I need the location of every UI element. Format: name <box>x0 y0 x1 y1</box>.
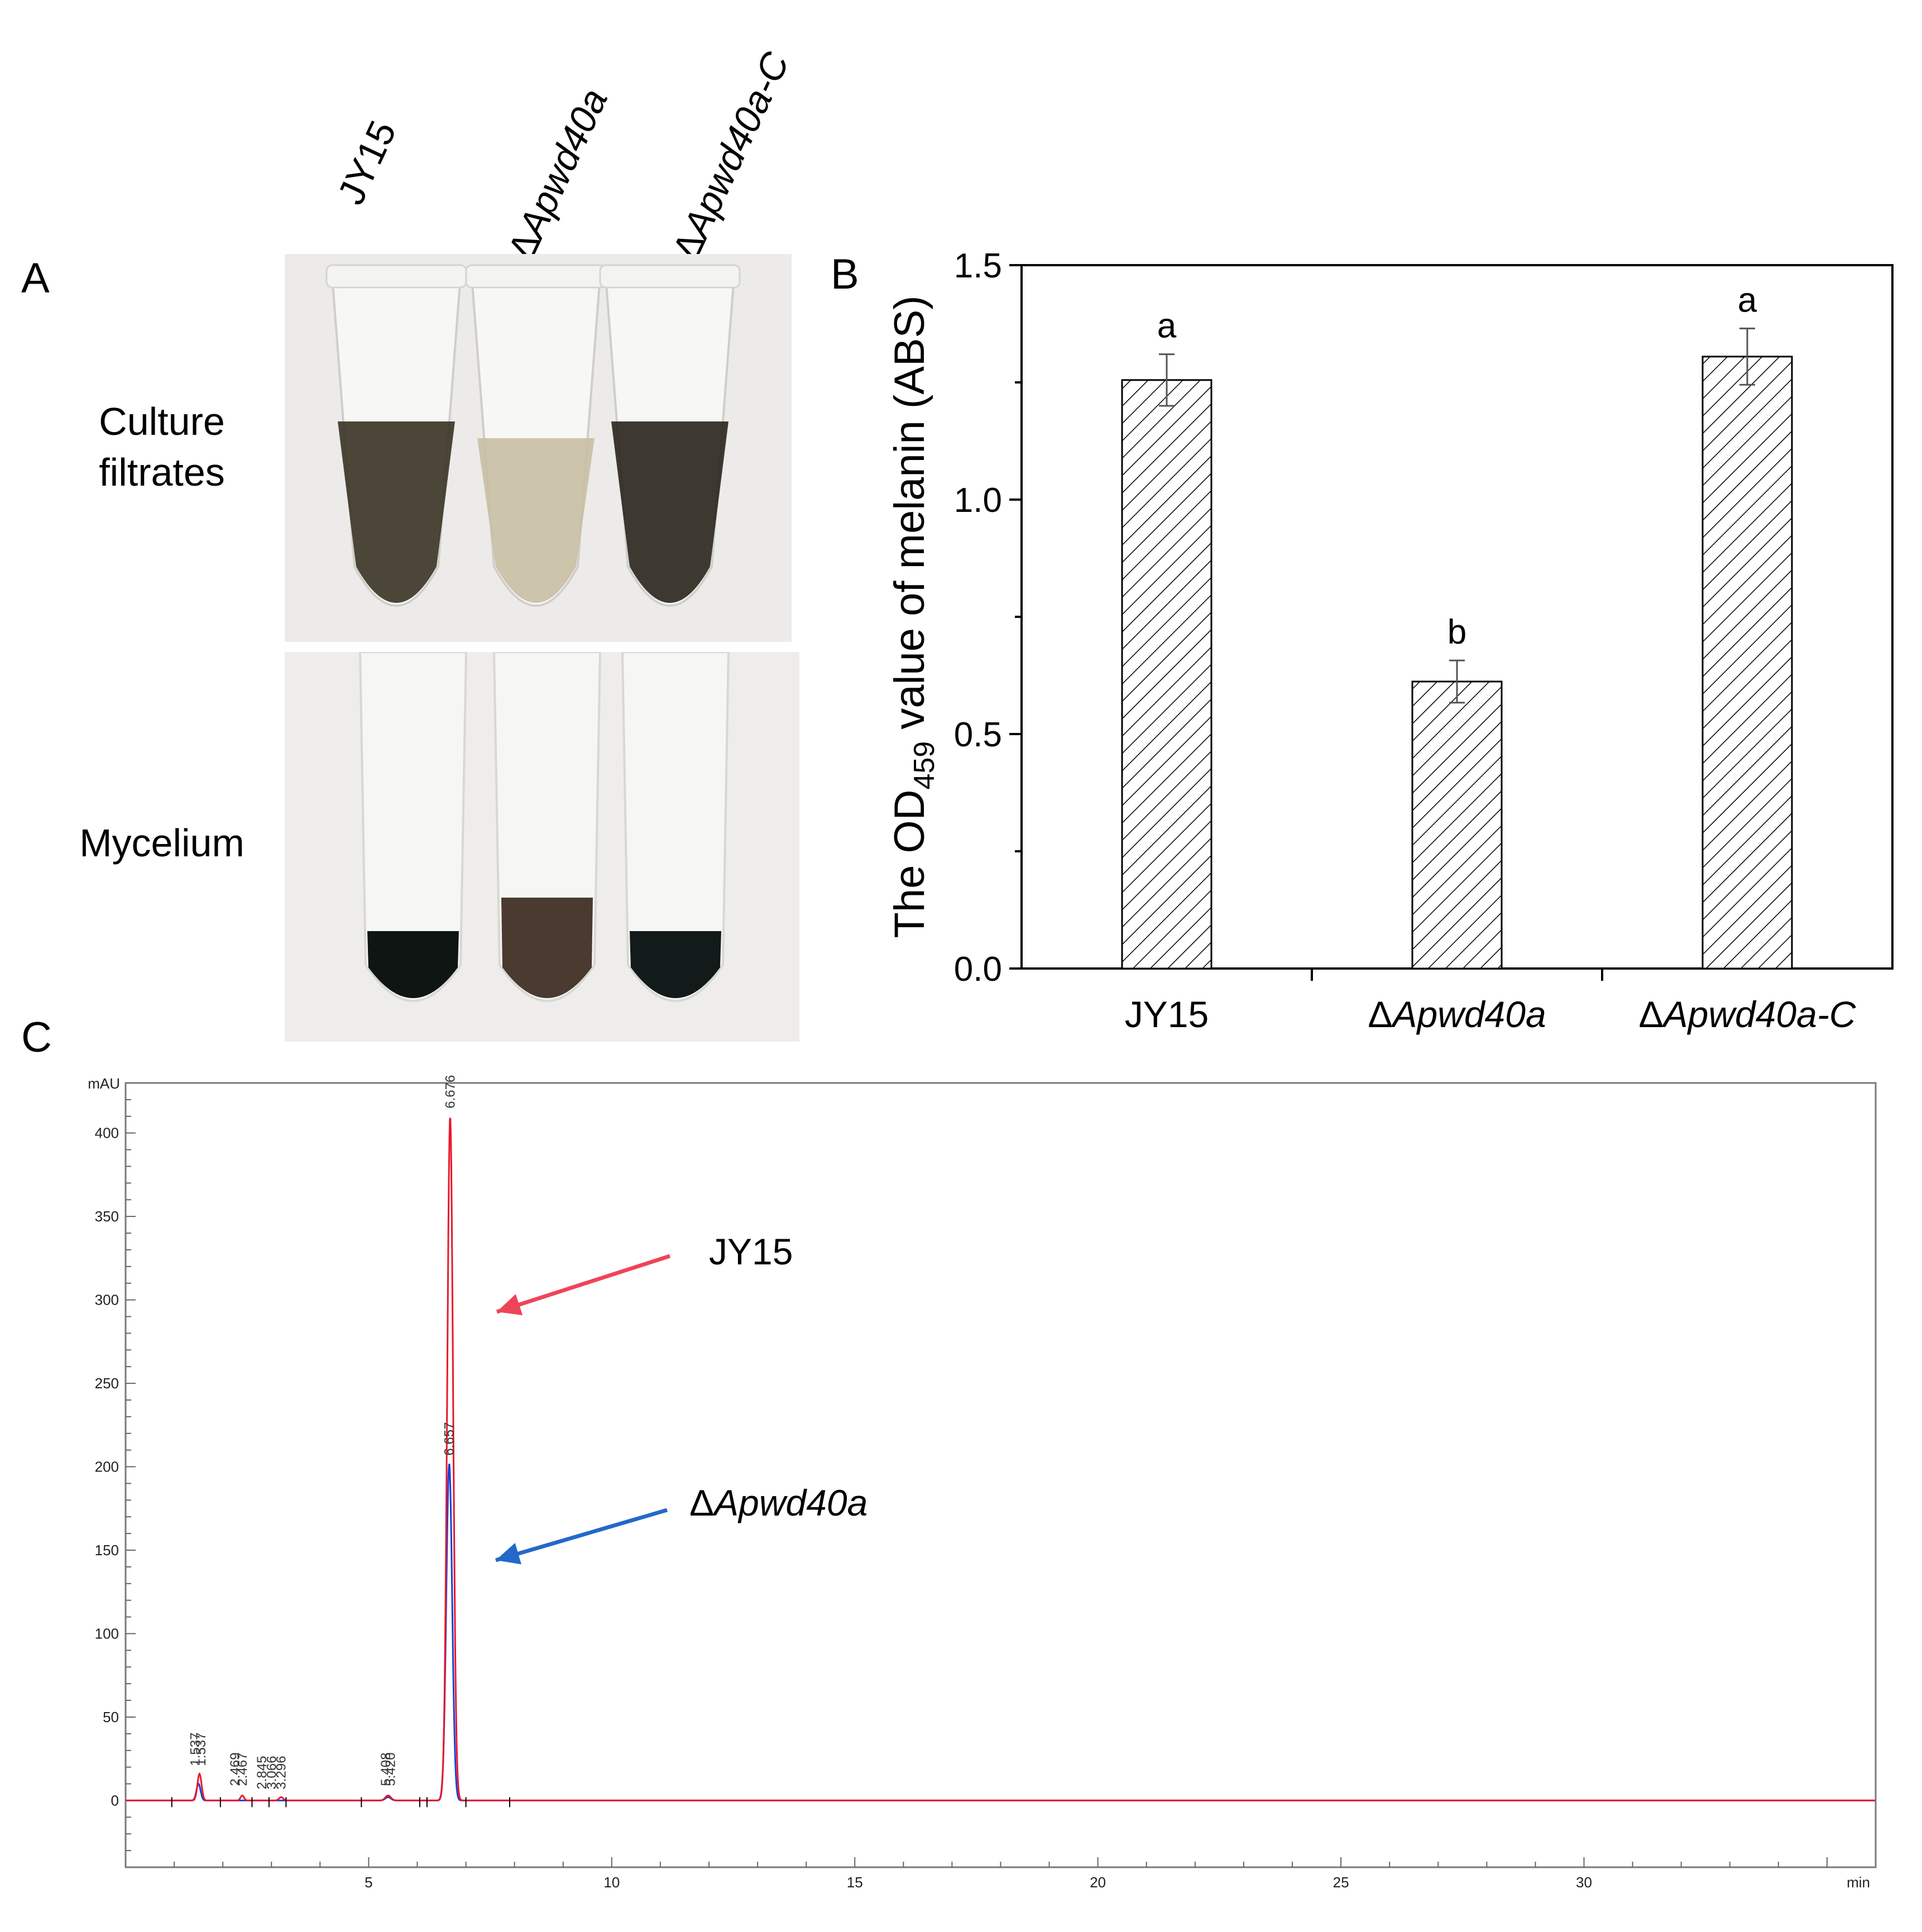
strain-label-jy15: JY15 <box>329 114 405 211</box>
x-unit-label: min <box>1847 1874 1870 1891</box>
strain-label-apwd40a: ΔApwd40a <box>500 82 616 267</box>
significance-letter: b <box>1448 613 1466 651</box>
panel-letter-c: C <box>21 1014 52 1061</box>
peak-label: 3.296 <box>274 1756 289 1789</box>
y-tick-label: 0.5 <box>954 716 1002 754</box>
tube-body <box>621 652 730 1002</box>
y-tick-label: 300 <box>95 1292 119 1308</box>
y-tick-label: 1.0 <box>954 481 1002 520</box>
bar <box>1411 680 1503 970</box>
tube-body <box>358 652 468 1002</box>
melanin-bar-chart: 0.0 0.5 1.0 1.5 a JY15 b ΔApwd40a a ΔApwd40a-C The… <box>886 247 1894 1035</box>
arrow-label-jy15: JY15 <box>709 1231 793 1272</box>
y-tick-label: 150 <box>95 1542 119 1559</box>
y-tick-label: 200 <box>95 1459 119 1475</box>
arrow-jy15-head <box>497 1294 523 1316</box>
row-label-culture-filtrates: Culture filtrates <box>99 400 225 494</box>
peak-label: 6.676 <box>443 1075 458 1109</box>
y-tick-label: 100 <box>95 1625 119 1642</box>
significance-letter: a <box>1738 281 1757 319</box>
trace-jy15 <box>126 1118 1876 1801</box>
x-tick-label: 5 <box>365 1874 372 1891</box>
panel-letter-b: B <box>831 251 859 298</box>
chrom-frame <box>124 1082 1877 1868</box>
culture-filtrates-photo <box>285 254 792 642</box>
x-category-label: JY15 <box>1125 994 1209 1035</box>
arrow-apwd40a-head <box>496 1542 521 1565</box>
filtrate-liquid <box>477 438 595 603</box>
peak-label: 2.845 <box>255 1756 270 1789</box>
peak-label: 2.467 <box>235 1752 250 1786</box>
row-label-mycelium: Mycelium <box>79 821 245 865</box>
hplc-chromatogram: 0 50 100 150 200 250 300 350 400 mAU 5 10 15 20 25 30 mi… <box>88 1075 1877 1891</box>
y-tick-label: 350 <box>95 1208 119 1225</box>
arrow-label-apwd40a: ΔApwd40a <box>689 1482 867 1523</box>
peak-label: 2.469 <box>228 1752 243 1786</box>
significance-letter: a <box>1157 307 1177 346</box>
peak-label: 6.657 <box>442 1422 457 1456</box>
x-tick-label: 10 <box>603 1874 620 1891</box>
y-tick-label: 250 <box>95 1375 119 1392</box>
mycelium-photo <box>285 652 799 1042</box>
tube-cap-rim <box>465 264 607 289</box>
bar <box>1121 379 1212 970</box>
y-tick-label: 1.5 <box>954 247 1002 285</box>
filtrate-liquid <box>611 421 728 603</box>
strain-label-apwd40a-c: ΔApwd40a-C <box>664 46 798 267</box>
tube-cap-rim <box>325 264 467 289</box>
tube-cap-rim <box>599 264 741 289</box>
mycelium-pellet <box>630 931 721 998</box>
peak-label: 1.537 <box>194 1733 209 1766</box>
arrow-apwd40a <box>495 1508 668 1562</box>
panel-letter-a: A <box>21 255 50 302</box>
peak-label: 5.408 <box>378 1752 394 1786</box>
y-tick-label: 0.0 <box>954 950 1002 989</box>
y-axis-label: The OD459 value of melanin (ABS) <box>886 295 941 938</box>
x-tick-label: 25 <box>1333 1874 1349 1891</box>
y-unit-label: mAU <box>88 1075 120 1092</box>
peak-label: 1.537 <box>188 1733 203 1766</box>
x-category-label: ΔApwd40a-C <box>1639 994 1857 1035</box>
x-tick-label: 30 <box>1576 1874 1592 1891</box>
peak-label: 3.066 <box>264 1756 279 1789</box>
peak-label: 5.420 <box>384 1752 399 1786</box>
filtrate-liquid <box>338 421 455 603</box>
x-tick-label: 15 <box>847 1874 863 1891</box>
x-tick-label: 20 <box>1090 1874 1106 1891</box>
bar <box>1701 356 1793 970</box>
y-tick-label: 0 <box>111 1792 119 1809</box>
x-category-label: ΔApwd40a <box>1368 994 1546 1035</box>
mycelium-pellet <box>501 898 593 998</box>
y-tick-label: 400 <box>95 1125 119 1142</box>
y-tick-label: 50 <box>103 1709 119 1725</box>
mycelium-pellet <box>367 931 459 998</box>
arrow-jy15 <box>496 1254 671 1314</box>
